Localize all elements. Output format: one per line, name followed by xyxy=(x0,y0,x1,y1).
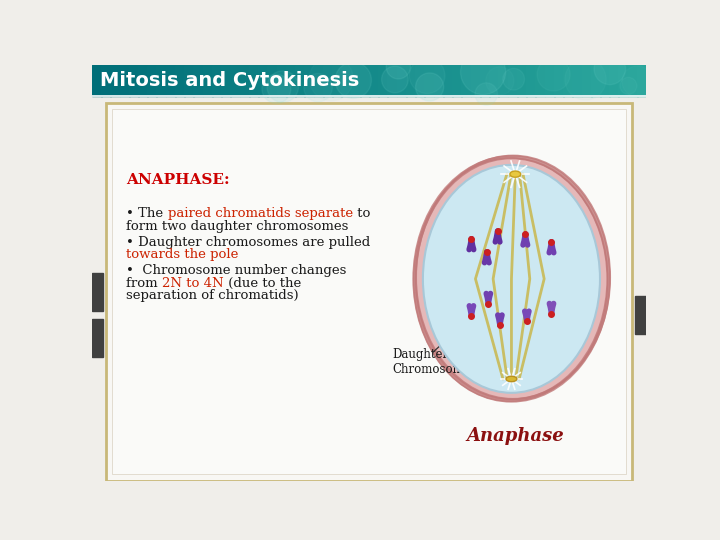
Text: Daughter
Chromosomes: Daughter Chromosomes xyxy=(392,348,477,376)
Bar xyxy=(554,65,564,96)
Bar xyxy=(249,65,259,96)
Bar xyxy=(480,65,490,96)
Bar xyxy=(517,65,527,96)
Circle shape xyxy=(503,69,525,90)
Circle shape xyxy=(594,53,626,85)
Circle shape xyxy=(565,59,606,100)
Bar xyxy=(240,65,250,96)
Circle shape xyxy=(304,73,332,102)
Bar xyxy=(471,65,481,96)
Circle shape xyxy=(620,77,637,94)
Text: Anaphase: Anaphase xyxy=(467,427,564,445)
Text: ANAPHASE:: ANAPHASE: xyxy=(127,173,230,187)
Text: separation of chromatids): separation of chromatids) xyxy=(127,289,299,302)
Text: paired chromatids separate: paired chromatids separate xyxy=(168,207,353,220)
Bar xyxy=(351,65,361,96)
Text: •  Chromosome number changes: • Chromosome number changes xyxy=(127,264,347,277)
Circle shape xyxy=(267,71,299,103)
Bar xyxy=(462,65,472,96)
Bar xyxy=(203,65,212,96)
Bar xyxy=(212,65,222,96)
Text: • The: • The xyxy=(127,207,168,220)
Bar xyxy=(258,65,268,96)
Bar xyxy=(194,65,204,96)
Bar xyxy=(489,65,499,96)
Bar xyxy=(582,65,592,96)
Bar xyxy=(443,65,453,96)
Bar xyxy=(101,65,111,96)
Text: towards the pole: towards the pole xyxy=(127,248,239,261)
Bar xyxy=(110,65,120,96)
Text: from: from xyxy=(127,276,162,289)
Circle shape xyxy=(537,58,570,91)
Bar xyxy=(628,65,638,96)
Bar xyxy=(378,65,388,96)
Text: 2N to 4N: 2N to 4N xyxy=(162,276,224,289)
Bar xyxy=(175,65,185,96)
Circle shape xyxy=(475,83,498,105)
Bar xyxy=(637,65,647,96)
Bar xyxy=(267,65,277,96)
Circle shape xyxy=(382,66,408,93)
Circle shape xyxy=(415,73,444,101)
Bar xyxy=(276,65,287,96)
Ellipse shape xyxy=(510,171,521,177)
Bar xyxy=(415,65,426,96)
Bar xyxy=(425,65,434,96)
Bar xyxy=(221,65,231,96)
Ellipse shape xyxy=(415,157,608,401)
Bar xyxy=(526,65,536,96)
Bar xyxy=(369,65,379,96)
Bar xyxy=(563,65,573,96)
Bar xyxy=(92,273,104,311)
Text: to: to xyxy=(353,207,370,220)
Text: (due to the: (due to the xyxy=(224,276,301,289)
Ellipse shape xyxy=(423,165,600,393)
Bar xyxy=(387,65,397,96)
Ellipse shape xyxy=(506,376,517,382)
Bar xyxy=(433,65,444,96)
Bar xyxy=(148,65,157,96)
Bar xyxy=(452,65,462,96)
Bar xyxy=(618,65,629,96)
Bar xyxy=(286,65,296,96)
Bar xyxy=(295,65,305,96)
Bar xyxy=(535,65,545,96)
Bar xyxy=(156,65,166,96)
Bar xyxy=(508,65,518,96)
Bar xyxy=(600,65,610,96)
Circle shape xyxy=(335,62,372,98)
Bar xyxy=(634,296,647,334)
Bar xyxy=(305,65,315,96)
Bar xyxy=(166,65,176,96)
Circle shape xyxy=(386,55,410,79)
FancyBboxPatch shape xyxy=(112,110,626,475)
Text: • Daughter chromosomes are pulled: • Daughter chromosomes are pulled xyxy=(127,236,371,249)
Bar xyxy=(498,65,508,96)
Circle shape xyxy=(262,75,291,103)
Bar xyxy=(129,65,139,96)
Bar xyxy=(230,65,240,96)
Bar xyxy=(138,65,148,96)
Bar xyxy=(572,65,582,96)
Bar xyxy=(397,65,407,96)
Bar xyxy=(323,65,333,96)
Circle shape xyxy=(409,58,445,93)
Bar xyxy=(332,65,342,96)
Bar xyxy=(92,319,104,357)
Text: form two daughter chromosomes: form two daughter chromosomes xyxy=(127,220,348,233)
Bar xyxy=(609,65,619,96)
Bar xyxy=(590,65,600,96)
Bar xyxy=(120,65,130,96)
Bar xyxy=(184,65,194,96)
Bar xyxy=(92,65,102,96)
Bar xyxy=(341,65,351,96)
Bar xyxy=(314,65,323,96)
FancyBboxPatch shape xyxy=(106,103,632,481)
Text: Mitosis and Cytokinesis: Mitosis and Cytokinesis xyxy=(99,71,359,91)
Circle shape xyxy=(461,50,505,94)
Bar xyxy=(544,65,554,96)
Bar xyxy=(406,65,416,96)
Bar xyxy=(360,65,370,96)
